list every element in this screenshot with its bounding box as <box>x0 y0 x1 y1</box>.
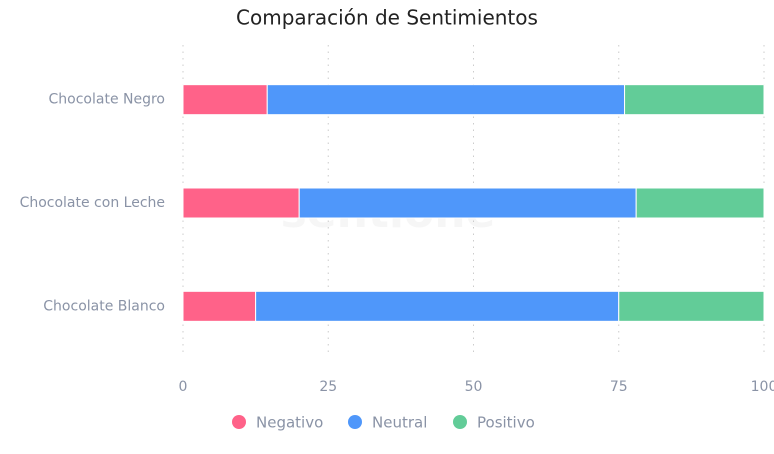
legend-label: Positivo <box>477 414 535 432</box>
bar-segment <box>266 84 626 116</box>
bar-segment <box>182 84 268 116</box>
legend-marker <box>453 415 467 429</box>
bar-segment <box>298 187 637 219</box>
bar-segment <box>624 84 765 116</box>
legend-marker <box>348 415 362 429</box>
y-tick-label: Chocolate con Leche <box>20 195 165 211</box>
x-tick-label: 75 <box>610 379 628 395</box>
legend-marker <box>232 415 246 429</box>
legend-label: Neutral <box>372 414 427 432</box>
bar-segment <box>618 290 765 322</box>
bar-segment <box>635 187 765 219</box>
y-tick-label: Chocolate Negro <box>49 92 165 108</box>
x-tick-label: 100 <box>751 379 774 395</box>
x-tick-label: 0 <box>179 379 188 395</box>
bar-segment <box>182 187 300 219</box>
bar-segment <box>182 290 257 322</box>
legend-label: Negativo <box>256 414 323 432</box>
bar-segment <box>255 290 620 322</box>
x-tick-label: 25 <box>319 379 337 395</box>
y-tick-label: Chocolate Blanco <box>43 298 165 314</box>
x-tick-label: 50 <box>465 379 483 395</box>
chart-title: Comparación de Sentimientos <box>236 6 538 30</box>
